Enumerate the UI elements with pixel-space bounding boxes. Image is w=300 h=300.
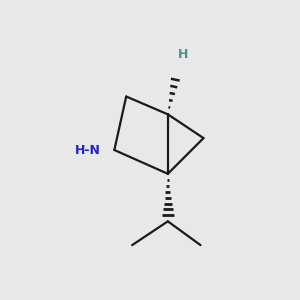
Text: H: H bbox=[178, 48, 188, 62]
Text: H-N: H-N bbox=[75, 143, 101, 157]
